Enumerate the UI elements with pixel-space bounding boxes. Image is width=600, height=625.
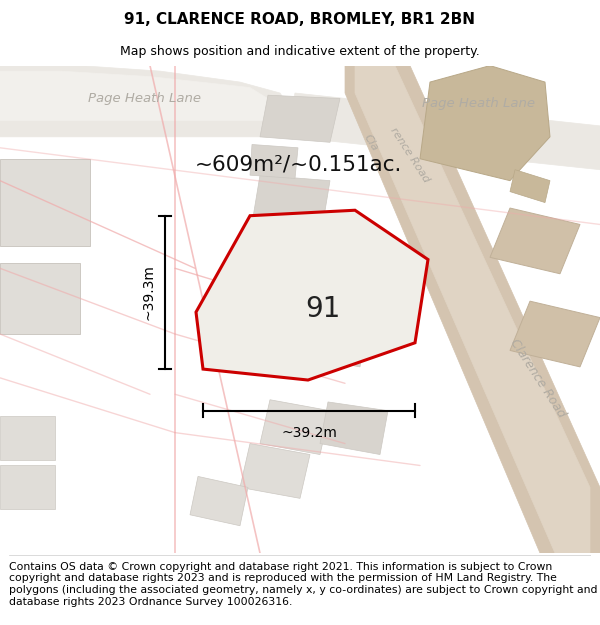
Polygon shape	[0, 159, 90, 246]
Polygon shape	[0, 466, 55, 509]
Polygon shape	[510, 301, 600, 367]
Text: ~39.3m: ~39.3m	[141, 264, 155, 321]
Polygon shape	[240, 444, 310, 498]
Text: Page Heath Lane: Page Heath Lane	[89, 92, 202, 105]
Polygon shape	[250, 175, 330, 241]
Polygon shape	[345, 66, 600, 553]
Polygon shape	[490, 208, 580, 274]
Text: rence Road: rence Road	[388, 126, 431, 185]
Polygon shape	[0, 71, 280, 121]
Polygon shape	[0, 263, 80, 334]
Text: ~609m²/~0.151ac.: ~609m²/~0.151ac.	[195, 154, 403, 174]
Polygon shape	[300, 310, 368, 367]
Polygon shape	[290, 93, 600, 170]
Polygon shape	[355, 66, 590, 553]
Text: 91, CLARENCE ROAD, BROMLEY, BR1 2BN: 91, CLARENCE ROAD, BROMLEY, BR1 2BN	[125, 12, 476, 27]
Polygon shape	[420, 66, 550, 181]
Polygon shape	[190, 476, 248, 526]
Text: Map shows position and indicative extent of the property.: Map shows position and indicative extent…	[120, 45, 480, 58]
Text: Clarence Road: Clarence Road	[508, 336, 568, 419]
Polygon shape	[260, 400, 330, 454]
Text: ~39.2m: ~39.2m	[281, 426, 337, 440]
Polygon shape	[250, 144, 298, 179]
Polygon shape	[260, 95, 340, 142]
Polygon shape	[196, 210, 428, 380]
Polygon shape	[0, 416, 55, 460]
Polygon shape	[510, 170, 550, 202]
Text: Page Heath Lane: Page Heath Lane	[421, 98, 535, 111]
Polygon shape	[0, 66, 295, 137]
Text: Contains OS data © Crown copyright and database right 2021. This information is : Contains OS data © Crown copyright and d…	[9, 562, 598, 606]
Text: Cla: Cla	[362, 132, 380, 152]
Polygon shape	[320, 402, 388, 454]
Text: 91: 91	[305, 296, 341, 324]
